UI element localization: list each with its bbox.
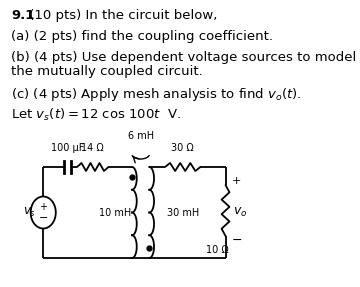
Text: 10 mH: 10 mH [99, 208, 131, 218]
Text: (10 pts) In the circuit below,: (10 pts) In the circuit below, [25, 9, 217, 22]
Text: 100 μF: 100 μF [51, 143, 84, 153]
Text: +: + [39, 203, 47, 212]
Text: 10 Ω: 10 Ω [206, 245, 229, 255]
Text: −: − [39, 214, 48, 224]
Text: 14 Ω: 14 Ω [81, 143, 104, 153]
Text: 30 mH: 30 mH [167, 208, 199, 218]
Text: the mutually coupled circuit.: the mutually coupled circuit. [11, 65, 203, 78]
Text: $v_s$: $v_s$ [23, 206, 36, 219]
Text: 6 mH: 6 mH [127, 131, 154, 141]
Text: 9.1: 9.1 [11, 9, 34, 22]
Text: +: + [232, 176, 241, 186]
Text: (b) (4 pts) Use dependent voltage sources to model: (b) (4 pts) Use dependent voltage source… [11, 51, 356, 64]
Text: −: − [232, 234, 242, 247]
Text: (c) (4 pts) Apply mesh analysis to find $v_o(t)$.: (c) (4 pts) Apply mesh analysis to find … [11, 86, 302, 103]
Text: 30 Ω: 30 Ω [171, 143, 194, 153]
Text: (a) (2 pts) find the coupling coefficient.: (a) (2 pts) find the coupling coefficien… [11, 30, 273, 43]
Text: $v_o$: $v_o$ [233, 206, 248, 219]
Text: Let $v_s(t) = 12$ cos $100t$  V.: Let $v_s(t) = 12$ cos $100t$ V. [11, 107, 181, 123]
